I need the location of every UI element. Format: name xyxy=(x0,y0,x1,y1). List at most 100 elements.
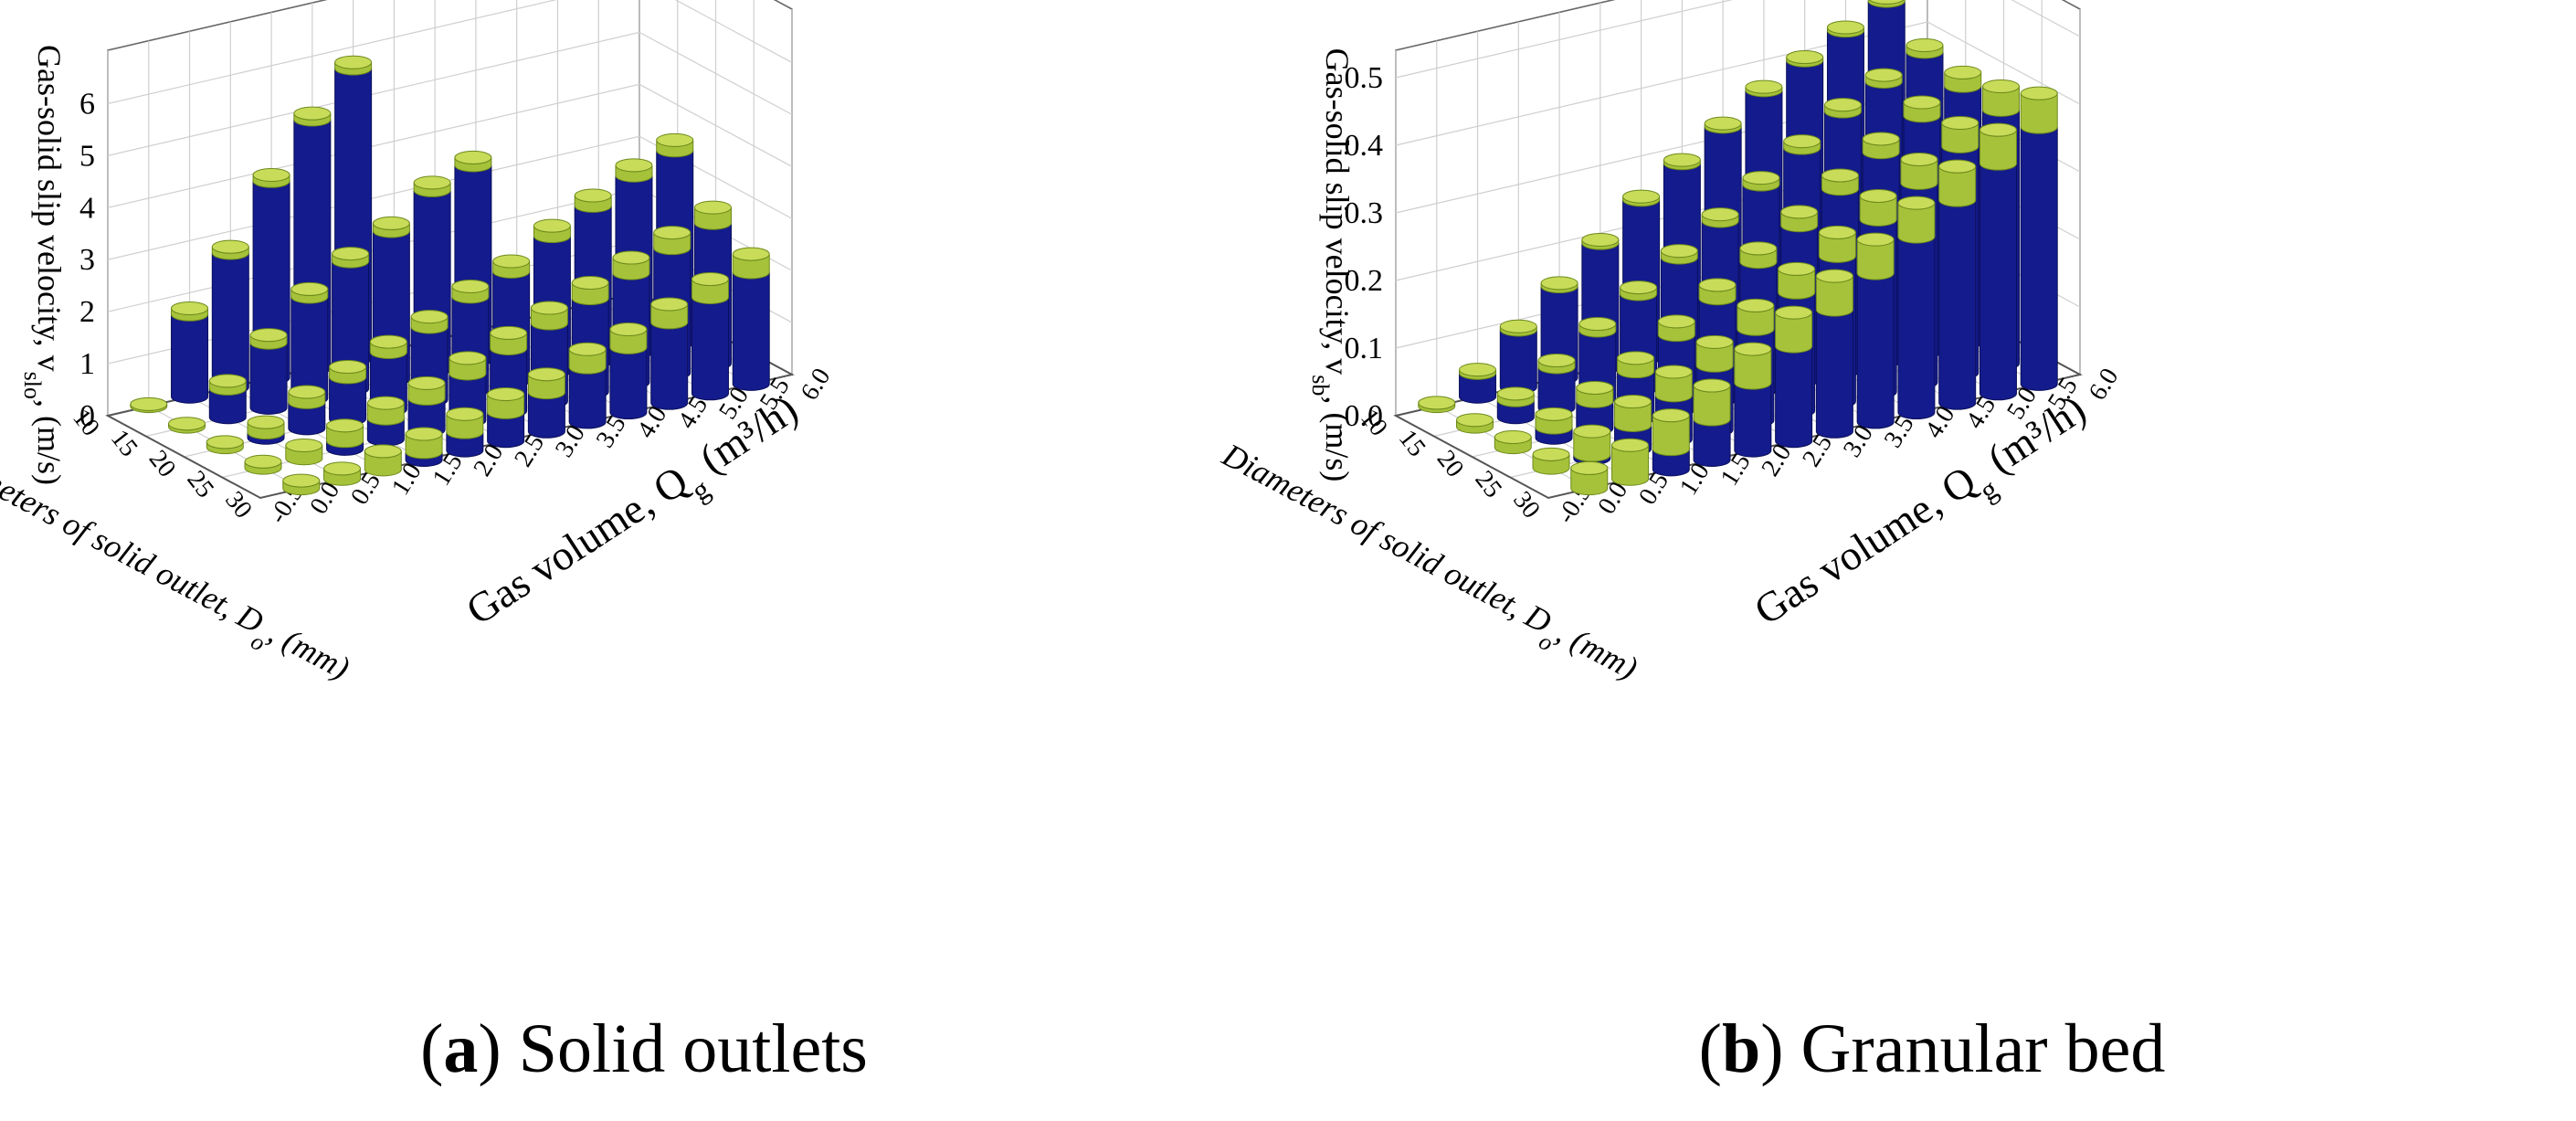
bar-body xyxy=(1815,309,1853,439)
bar-top xyxy=(732,247,770,261)
y-tick-label: 0.3 xyxy=(1345,196,1384,230)
bar-body xyxy=(1856,273,1895,429)
bar xyxy=(1499,319,1537,395)
bar-top xyxy=(329,360,367,375)
bar-top xyxy=(1742,171,1780,185)
bar-body xyxy=(171,314,209,404)
caption-a: (a) Solid outlets xyxy=(420,1010,868,1087)
bar-top xyxy=(1783,134,1821,149)
bar-top xyxy=(293,106,332,121)
bar-top xyxy=(1868,0,1905,5)
bar xyxy=(1611,438,1650,486)
bar xyxy=(329,360,367,426)
bar-body xyxy=(650,322,689,410)
bar xyxy=(1979,122,2017,401)
x-tick-label: 30 xyxy=(1507,486,1546,523)
bar xyxy=(1693,378,1731,467)
bar-top xyxy=(1573,424,1611,439)
bar xyxy=(171,301,209,404)
bar-top xyxy=(249,328,288,343)
bar-top xyxy=(372,216,410,230)
bar xyxy=(1537,354,1576,415)
bar xyxy=(1775,305,1813,449)
bar-top xyxy=(1906,37,1944,52)
bar-body xyxy=(568,367,607,429)
bar xyxy=(168,417,206,434)
bar-top xyxy=(1532,447,1570,461)
bar-top xyxy=(247,415,285,429)
bar-body xyxy=(1897,237,1936,420)
bar-top xyxy=(1818,225,1856,239)
y-tick-label: 0 xyxy=(79,399,95,433)
x-tick-label: 25 xyxy=(1469,466,1507,503)
bar-top xyxy=(1745,79,1783,94)
bar-top xyxy=(1979,122,2017,137)
bar xyxy=(323,461,362,486)
x-tick-label: 20 xyxy=(1431,445,1470,482)
panel-b: 0.0 0.1 0.2 0.3 0.4 0.5 Gas-solid slip velocit… xyxy=(1216,0,2576,1121)
bar-top xyxy=(1535,407,1573,421)
bar-body xyxy=(691,297,729,401)
bar-top xyxy=(1698,278,1737,292)
bar-body xyxy=(329,376,367,426)
bar-top xyxy=(1614,395,1652,409)
bar-top xyxy=(1537,354,1576,368)
bar-top xyxy=(1459,363,1497,377)
bar-top xyxy=(527,367,565,382)
caption-b: (b) Granular bed xyxy=(1698,1010,2166,1087)
z-tick-label: 6.0 xyxy=(2084,364,2125,406)
bar-top xyxy=(1663,153,1701,167)
bar-top xyxy=(405,427,443,441)
bars xyxy=(130,55,770,496)
bar xyxy=(527,367,565,439)
bar-top xyxy=(1494,430,1532,445)
y-axis-title: Gas-solid slip velocity, vslo, (m/s) xyxy=(20,45,69,485)
bar-top xyxy=(1499,319,1537,333)
bar-body xyxy=(249,343,288,415)
bar xyxy=(446,407,484,458)
bar-top xyxy=(1734,342,1772,356)
caption-letter: b xyxy=(1721,1010,1761,1087)
bar-body xyxy=(1693,418,1731,467)
bar-top xyxy=(1496,386,1535,401)
bar-body xyxy=(1499,329,1537,395)
bar xyxy=(1573,424,1611,466)
bar xyxy=(1652,408,1690,477)
bar xyxy=(2020,86,2058,391)
bar-body xyxy=(609,347,648,420)
bar xyxy=(1494,430,1532,455)
bar-top xyxy=(1864,68,1903,82)
bar-top xyxy=(288,385,326,399)
bar-top xyxy=(410,310,449,324)
bar xyxy=(405,427,443,467)
bar-top xyxy=(656,132,694,147)
bar xyxy=(211,239,249,395)
bar-top xyxy=(490,325,528,340)
bar xyxy=(288,385,326,436)
bar-top xyxy=(451,279,490,293)
bar-top xyxy=(1823,98,1862,112)
bar-top xyxy=(1695,334,1734,349)
bar xyxy=(285,439,323,466)
bar-top xyxy=(1622,189,1661,204)
bar xyxy=(487,386,525,449)
bar-body xyxy=(1938,200,1977,410)
bar xyxy=(130,397,168,414)
bar-body xyxy=(1979,164,2017,401)
bar-top xyxy=(1576,380,1614,395)
bar xyxy=(1456,413,1494,434)
bar-top xyxy=(244,454,282,469)
bar-top xyxy=(171,301,209,315)
bar-top xyxy=(413,175,451,190)
bar-top xyxy=(454,150,492,164)
bar-top xyxy=(407,375,446,390)
bar-top xyxy=(1739,241,1778,256)
bar-top xyxy=(1826,20,1864,35)
bar-top xyxy=(1821,168,1859,183)
bar-top xyxy=(1903,95,1941,110)
bar-top xyxy=(332,247,370,261)
bar-top xyxy=(1704,116,1742,131)
bar-top xyxy=(530,301,568,315)
bars xyxy=(1418,0,2058,496)
